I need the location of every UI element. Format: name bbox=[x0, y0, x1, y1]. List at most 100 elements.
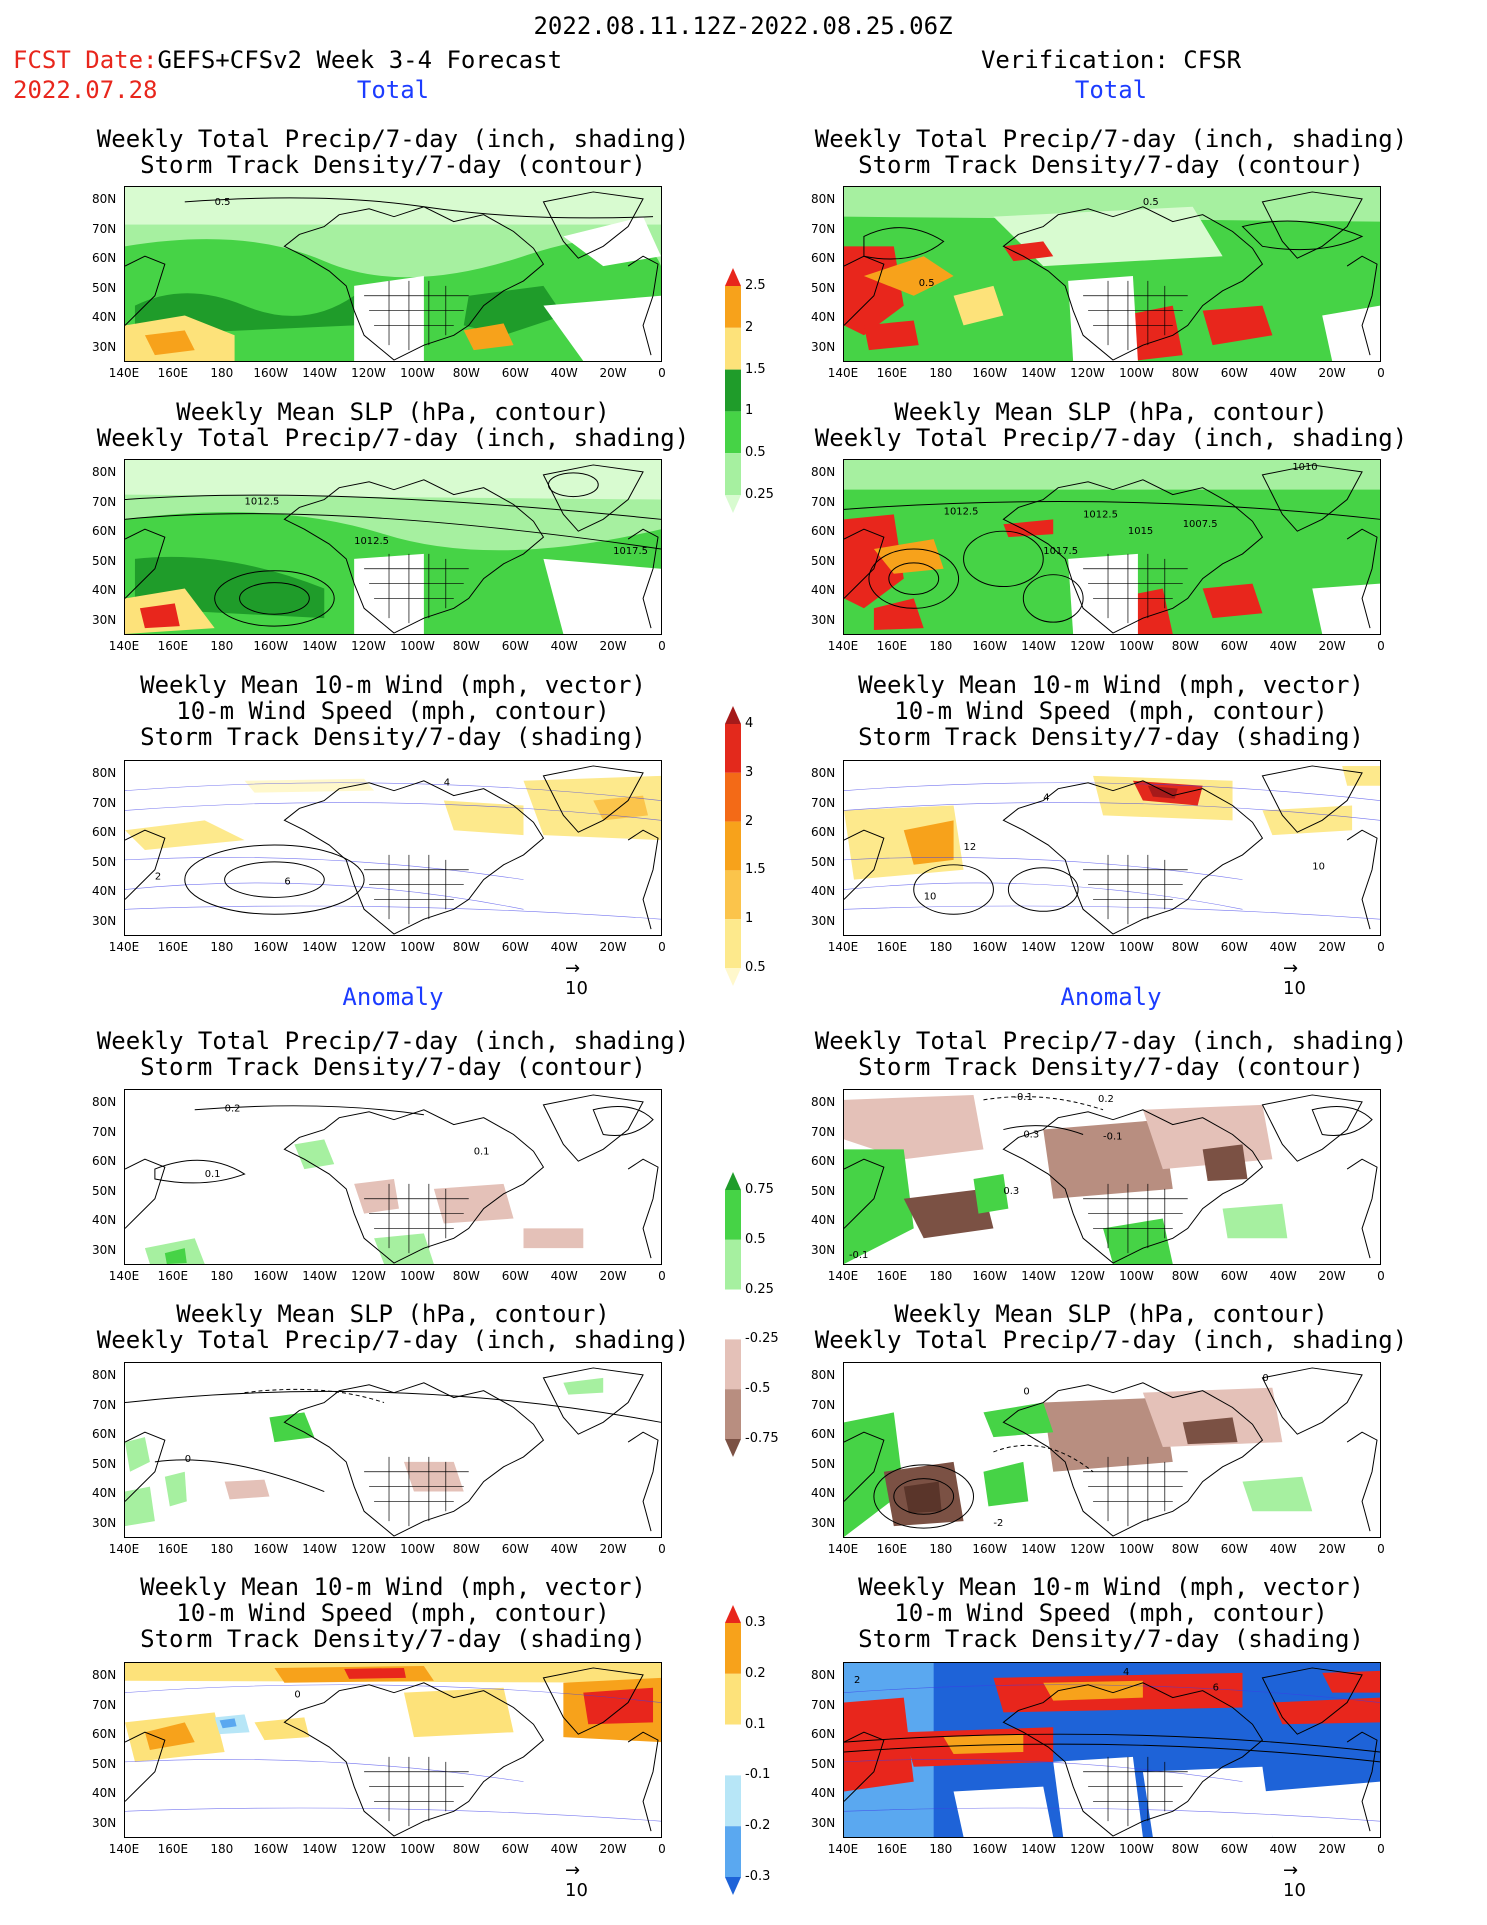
lon-tick-label: 0 bbox=[1377, 1269, 1385, 1283]
lon-tick-label: 140W bbox=[302, 1542, 338, 1556]
lon-tick-label: 140E bbox=[108, 940, 140, 954]
contour-label: 10 bbox=[1312, 862, 1325, 873]
lon-tick-label: 140E bbox=[108, 639, 140, 653]
lon-tick-label: 40W bbox=[550, 366, 578, 380]
contour-label: 1012.5 bbox=[245, 497, 280, 508]
lon-tick-label: 180 bbox=[929, 639, 953, 653]
colorbar-swatch bbox=[725, 286, 741, 328]
lon-tick-label: 60W bbox=[501, 940, 529, 954]
colorbar-label: 1.5 bbox=[745, 361, 766, 377]
lon-tick-label: 120W bbox=[1070, 1542, 1105, 1556]
panel-title: Weekly Mean SLP (hPa, contour) bbox=[176, 398, 610, 426]
lon-tick-label: 60W bbox=[501, 1842, 529, 1856]
contour-label: 1010 bbox=[1292, 462, 1317, 473]
lon-tick-label: 20W bbox=[599, 366, 627, 380]
lat-tick-label: 50N bbox=[92, 1183, 117, 1198]
lon-tick-label: 140E bbox=[108, 1542, 140, 1556]
lon-tick-label: 0 bbox=[1377, 940, 1385, 954]
lon-tick-label: 140E bbox=[108, 1842, 140, 1856]
contour-label: 0.1 bbox=[474, 1146, 490, 1157]
lon-tick-label: 60W bbox=[501, 639, 529, 653]
lon-tick-label: 60W bbox=[1220, 639, 1248, 653]
lon-tick-label: 160E bbox=[157, 366, 189, 380]
lon-tick-label: 140E bbox=[827, 940, 859, 954]
lon-tick-label: 0 bbox=[658, 1842, 666, 1856]
colorbar-label: -0.1 bbox=[745, 1767, 771, 1783]
lon-tick-label: 120W bbox=[1070, 1842, 1105, 1856]
contour-label: 4 bbox=[1043, 793, 1049, 804]
contour-label: 4 bbox=[1123, 1667, 1129, 1678]
lat-tick-label: 70N bbox=[92, 494, 117, 509]
lon-tick-label: 100W bbox=[400, 366, 435, 380]
colorbar-label: 0.75 bbox=[745, 1182, 774, 1197]
lat-tick-label: 30N bbox=[92, 1515, 117, 1530]
lon-tick-label: 120W bbox=[351, 1842, 386, 1856]
lon-tick-label: 60W bbox=[501, 366, 529, 380]
lon-tick-label: 0 bbox=[1377, 1542, 1385, 1556]
lon-tick-label: 40W bbox=[550, 1269, 578, 1283]
lat-tick-label: 70N bbox=[92, 1697, 117, 1712]
lon-tick-label: 100W bbox=[400, 1269, 435, 1283]
lon-tick-label: 60W bbox=[501, 1269, 529, 1283]
lon-tick-label: 160W bbox=[972, 940, 1008, 954]
lon-tick-label: 0 bbox=[658, 1269, 666, 1283]
lon-tick-label: 80W bbox=[1171, 366, 1199, 380]
lat-tick-label: 40N bbox=[811, 583, 836, 597]
panel-title: Storm Track Density/7-day (shading) bbox=[140, 1625, 646, 1653]
vector-reference-value: 10 bbox=[1283, 978, 1306, 999]
contour-label: -0.1 bbox=[1103, 1131, 1122, 1142]
colorbar-swatch bbox=[725, 706, 741, 724]
lat-tick-label: 60N bbox=[92, 1154, 117, 1168]
colorbar-label: 1.5 bbox=[745, 862, 766, 878]
lon-tick-label: 0 bbox=[1377, 1842, 1385, 1856]
lon-tick-label: 0 bbox=[1377, 366, 1385, 380]
lat-tick-label: 40N bbox=[92, 583, 117, 597]
lat-tick-label: 30N bbox=[811, 339, 836, 354]
colorbar-swatch bbox=[725, 1724, 741, 1776]
vector-reference: → 10 bbox=[565, 958, 588, 1000]
colorbar-label: 2 bbox=[745, 319, 754, 335]
map-total-precip-storm-fcst: 0.5 bbox=[124, 186, 662, 362]
colorbar-anom-storm bbox=[725, 1605, 741, 1895]
lon-tick-label: 160E bbox=[876, 366, 908, 380]
panel-title: Weekly Mean SLP (hPa, contour) bbox=[894, 1300, 1328, 1328]
colorbar-label: -0.2 bbox=[745, 1818, 771, 1834]
section-anomaly-right: Anomaly bbox=[1060, 983, 1162, 1011]
lon-tick-label: 140E bbox=[827, 1542, 859, 1556]
lon-tick-label: 140W bbox=[1021, 639, 1057, 653]
lat-tick-label: 40N bbox=[92, 1213, 117, 1227]
colorbar-swatch bbox=[725, 821, 741, 871]
fcst-date-label: FCST Date: bbox=[13, 46, 158, 74]
colorbar-swatch bbox=[725, 1289, 741, 1340]
contour-label: 1012.5 bbox=[944, 506, 979, 517]
lat-tick-label: 80N bbox=[92, 1368, 117, 1382]
colorbar-label: 3 bbox=[745, 764, 754, 780]
panel-title: Storm Track Density/7-day (contour) bbox=[140, 151, 646, 179]
lon-tick-label: 180 bbox=[210, 366, 234, 380]
lon-tick-label: 0 bbox=[1377, 639, 1385, 653]
lat-tick-label: 30N bbox=[92, 1242, 117, 1257]
lon-tick-label: 140W bbox=[1021, 1269, 1057, 1283]
lon-tick-label: 0 bbox=[658, 366, 666, 380]
lon-tick-label: 40W bbox=[1269, 366, 1297, 380]
panel-title: Storm Track Density/7-day (contour) bbox=[858, 151, 1364, 179]
lon-tick-label: 40W bbox=[1269, 940, 1297, 954]
lat-tick-label: 70N bbox=[92, 221, 117, 236]
lat-tick-label: 30N bbox=[811, 913, 836, 928]
lat-tick-label: 30N bbox=[92, 1815, 117, 1830]
lat-tick-label: 80N bbox=[811, 192, 836, 206]
lon-tick-label: 120W bbox=[1070, 1269, 1105, 1283]
colorbar-swatch bbox=[725, 453, 741, 495]
lat-tick-label: 30N bbox=[92, 913, 117, 928]
lat-tick-label: 30N bbox=[811, 612, 836, 627]
contour-label: 1012.5 bbox=[1083, 509, 1118, 520]
contour-label: 1015 bbox=[1128, 526, 1153, 537]
panel-title: Storm Track Density/7-day (shading) bbox=[858, 1625, 1364, 1653]
colorbar-swatch bbox=[725, 495, 741, 513]
lon-tick-label: 100W bbox=[1119, 366, 1154, 380]
colorbar-swatch bbox=[725, 1623, 741, 1674]
lat-tick-label: 80N bbox=[92, 465, 117, 479]
map-anom-precip-storm-verif: -0.1 0.2 0.3 -0.1 0.3 -0.1 bbox=[843, 1089, 1381, 1265]
contour-label: 0 bbox=[1023, 1387, 1029, 1398]
lon-tick-label: 60W bbox=[1220, 1269, 1248, 1283]
